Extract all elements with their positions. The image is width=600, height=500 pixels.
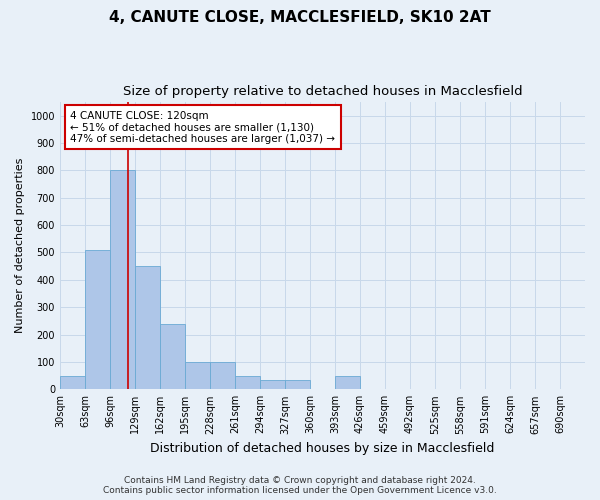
Text: Contains HM Land Registry data © Crown copyright and database right 2024.
Contai: Contains HM Land Registry data © Crown c… [103, 476, 497, 495]
Bar [85, 250, 110, 390]
Bar [160, 324, 185, 390]
Bar [135, 266, 160, 390]
Bar [60, 376, 85, 390]
Bar [210, 362, 235, 390]
Text: 4 CANUTE CLOSE: 120sqm
← 51% of detached houses are smaller (1,130)
47% of semi-: 4 CANUTE CLOSE: 120sqm ← 51% of detached… [70, 110, 335, 144]
X-axis label: Distribution of detached houses by size in Macclesfield: Distribution of detached houses by size … [150, 442, 494, 455]
Bar [285, 380, 310, 390]
Bar [260, 380, 284, 390]
Bar [110, 170, 134, 390]
Text: 4, CANUTE CLOSE, MACCLESFIELD, SK10 2AT: 4, CANUTE CLOSE, MACCLESFIELD, SK10 2AT [109, 10, 491, 25]
Title: Size of property relative to detached houses in Macclesfield: Size of property relative to detached ho… [122, 85, 522, 98]
Bar [235, 376, 260, 390]
Y-axis label: Number of detached properties: Number of detached properties [15, 158, 25, 334]
Bar [185, 362, 209, 390]
Bar [335, 376, 359, 390]
